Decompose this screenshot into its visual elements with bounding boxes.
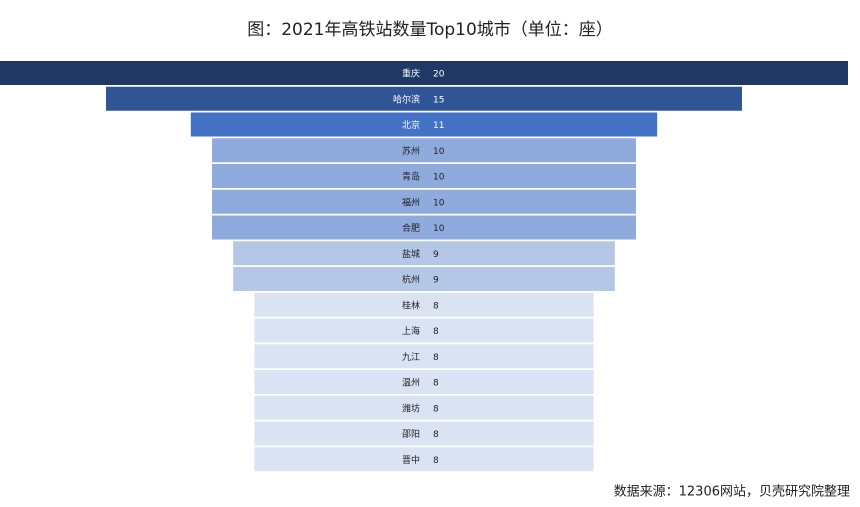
funnel-bar (233, 241, 615, 266)
value-label: 20 (433, 70, 445, 80)
category-label: 北京 (402, 119, 420, 131)
chart-title: 图：2021年高铁站数量Top10城市（单位：座） (247, 20, 613, 40)
category-label: 桂林 (402, 299, 420, 311)
funnel-bar (254, 447, 594, 472)
value-label: 8 (433, 404, 439, 414)
category-label: 温州 (402, 378, 420, 389)
value-label: 10 (433, 147, 445, 157)
category-label: 九江 (402, 352, 420, 363)
value-label: 8 (433, 430, 439, 440)
value-label: 9 (433, 250, 439, 260)
category-label: 哈尔滨 (393, 93, 420, 105)
category-label: 晋中 (402, 454, 420, 466)
category-label: 青岛 (402, 171, 420, 183)
source-note: 数据来源：12306网站，贝壳研究院整理 (614, 485, 850, 500)
value-label: 11 (433, 121, 444, 131)
value-label: 10 (433, 198, 445, 208)
funnel-bar (190, 112, 658, 137)
funnel-bar (0, 61, 848, 85)
funnel-bar (212, 138, 636, 163)
category-label: 盐城 (402, 248, 420, 260)
funnel-bar (254, 421, 594, 446)
funnel-bar (212, 164, 636, 188)
category-label: 邵阳 (402, 429, 420, 440)
category-label: 上海 (402, 325, 420, 337)
funnel-bar (254, 292, 594, 317)
category-label: 福州 (402, 196, 420, 208)
funnel-bar (254, 318, 594, 343)
value-label: 15 (433, 95, 444, 105)
value-label: 9 (433, 276, 439, 286)
value-label: 8 (433, 301, 439, 311)
category-label: 杭州 (402, 274, 420, 286)
funnel-bar (212, 189, 636, 214)
funnel-bar (212, 215, 636, 240)
funnel-bar (254, 395, 594, 420)
category-label: 合肥 (402, 222, 420, 234)
value-label: 8 (433, 327, 439, 337)
funnel-bar (106, 86, 742, 111)
value-label: 8 (433, 456, 439, 466)
category-label: 潍坊 (402, 402, 420, 414)
value-label: 10 (433, 173, 445, 183)
funnel-bar (254, 344, 594, 369)
value-label: 8 (433, 379, 439, 389)
category-label: 苏州 (402, 145, 420, 157)
funnel-bar (254, 370, 594, 394)
funnel-bar (233, 267, 615, 291)
category-label: 重庆 (402, 68, 420, 80)
value-label: 10 (433, 224, 445, 234)
value-label: 8 (433, 353, 439, 363)
